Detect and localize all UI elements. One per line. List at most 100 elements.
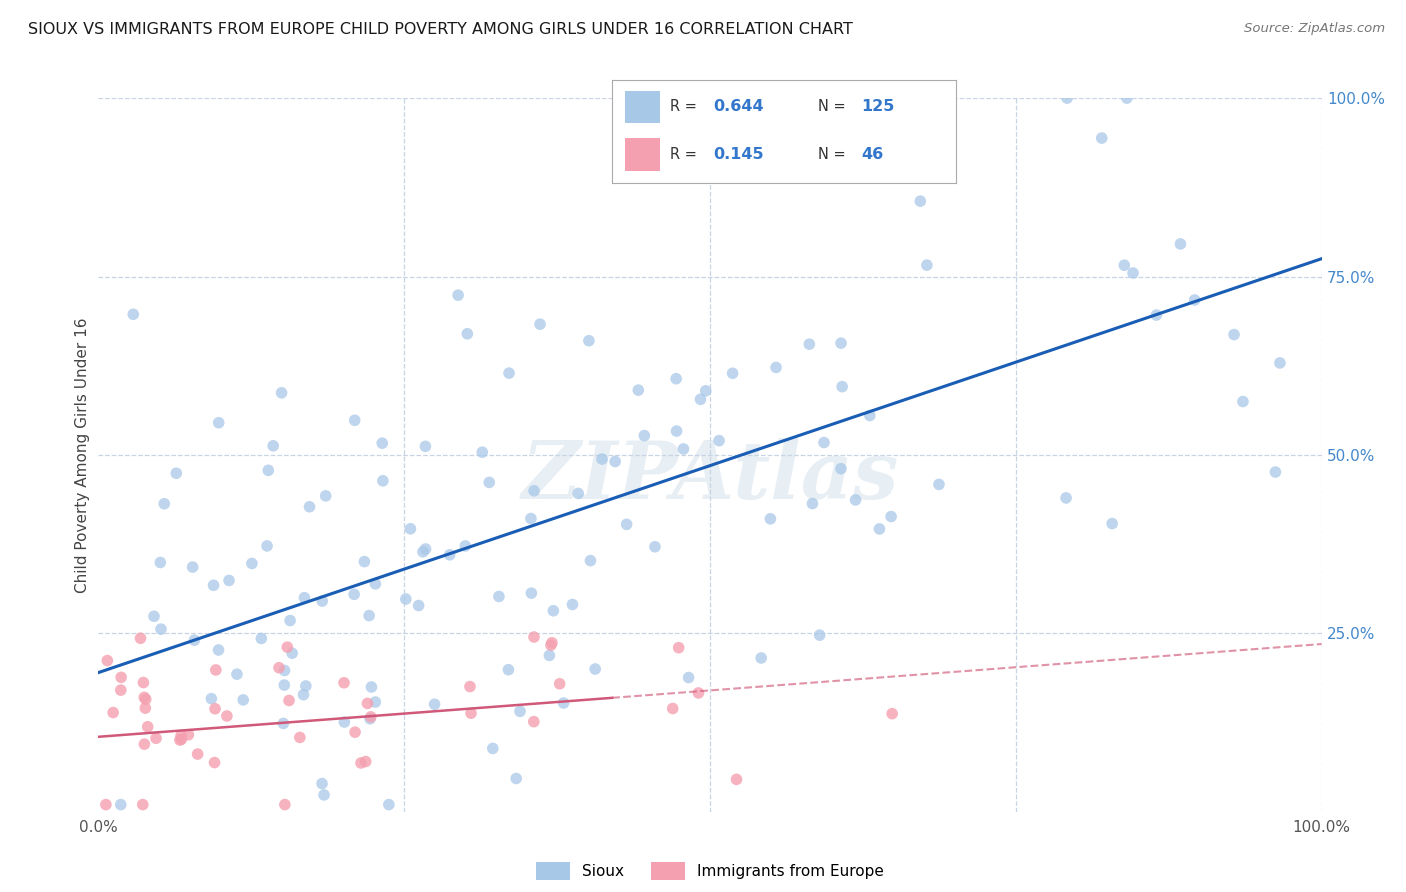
Point xyxy=(415,541,437,556)
Point xyxy=(665,424,688,438)
Point xyxy=(553,696,575,710)
Point xyxy=(360,680,382,694)
Point xyxy=(205,663,228,677)
Point xyxy=(481,741,503,756)
Point xyxy=(567,486,589,500)
Point xyxy=(488,590,510,604)
Point xyxy=(460,706,482,721)
Point xyxy=(292,688,315,702)
Point xyxy=(633,428,655,442)
Point xyxy=(94,797,117,812)
Point xyxy=(183,633,205,648)
Point xyxy=(200,691,222,706)
Text: 0.145: 0.145 xyxy=(713,146,763,161)
Point xyxy=(207,643,229,657)
Y-axis label: Child Poverty Among Girls Under 16: Child Poverty Among Girls Under 16 xyxy=(75,318,90,592)
Point xyxy=(540,638,562,652)
Point xyxy=(315,489,337,503)
Point xyxy=(605,454,627,468)
Point xyxy=(665,372,688,386)
Point xyxy=(661,701,683,715)
Point xyxy=(505,772,527,786)
Point xyxy=(529,317,551,331)
Point xyxy=(678,671,700,685)
Point xyxy=(110,683,132,698)
Point xyxy=(1144,308,1167,322)
Point xyxy=(1114,258,1136,272)
Point xyxy=(256,539,278,553)
Point xyxy=(644,540,666,554)
Point xyxy=(1264,465,1286,479)
Point xyxy=(509,704,531,718)
Point xyxy=(218,574,240,588)
Point xyxy=(132,797,155,812)
Point xyxy=(250,632,273,646)
Text: R =: R = xyxy=(671,146,702,161)
Point xyxy=(257,463,280,477)
Point xyxy=(838,123,860,137)
Point xyxy=(523,630,546,644)
Point xyxy=(312,788,335,802)
Point xyxy=(478,475,501,490)
Point xyxy=(110,670,132,684)
Point xyxy=(273,664,295,678)
Point xyxy=(915,258,938,272)
Point xyxy=(153,497,176,511)
Point xyxy=(270,385,292,400)
Point xyxy=(226,667,249,681)
Point xyxy=(278,614,301,628)
Point xyxy=(298,500,321,514)
Point xyxy=(725,772,748,787)
Point xyxy=(240,557,263,571)
Point xyxy=(204,702,226,716)
Point xyxy=(408,599,430,613)
Point xyxy=(1101,516,1123,531)
Point xyxy=(813,435,835,450)
Point xyxy=(356,697,378,711)
Point xyxy=(350,756,373,770)
Point xyxy=(343,587,366,601)
Point xyxy=(134,690,156,705)
Point xyxy=(1115,91,1137,105)
Point xyxy=(202,578,225,592)
Point xyxy=(295,679,318,693)
Point xyxy=(423,698,446,712)
Point xyxy=(498,366,520,380)
Point xyxy=(132,675,155,690)
Text: SIOUX VS IMMIGRANTS FROM EUROPE CHILD POVERTY AMONG GIRLS UNDER 16 CORRELATION C: SIOUX VS IMMIGRANTS FROM EUROPE CHILD PO… xyxy=(28,22,853,37)
Point xyxy=(273,716,295,731)
Point xyxy=(371,436,394,450)
Point xyxy=(149,556,172,570)
Point xyxy=(1091,131,1114,145)
Point xyxy=(135,692,157,706)
Point xyxy=(276,640,298,654)
Point xyxy=(208,416,231,430)
Point xyxy=(187,747,209,761)
Point xyxy=(561,598,583,612)
Point xyxy=(412,545,434,559)
Point xyxy=(149,622,172,636)
Point xyxy=(267,661,290,675)
Text: R =: R = xyxy=(671,99,702,114)
Point xyxy=(845,492,868,507)
Point xyxy=(134,737,156,751)
Point xyxy=(910,194,932,208)
Point xyxy=(145,731,167,746)
Point xyxy=(143,609,166,624)
Point xyxy=(399,522,422,536)
Text: Source: ZipAtlas.com: Source: ZipAtlas.com xyxy=(1244,22,1385,36)
Point xyxy=(122,307,145,321)
Point xyxy=(311,594,333,608)
Point xyxy=(170,728,193,742)
Point xyxy=(359,608,381,623)
Point xyxy=(1232,394,1254,409)
Point xyxy=(458,680,481,694)
Point xyxy=(672,442,695,456)
Point xyxy=(359,712,381,726)
Point xyxy=(627,383,650,397)
Point xyxy=(134,701,156,715)
Text: N =: N = xyxy=(818,146,851,161)
Point xyxy=(1268,356,1291,370)
Point xyxy=(579,553,602,567)
Point xyxy=(456,326,478,341)
